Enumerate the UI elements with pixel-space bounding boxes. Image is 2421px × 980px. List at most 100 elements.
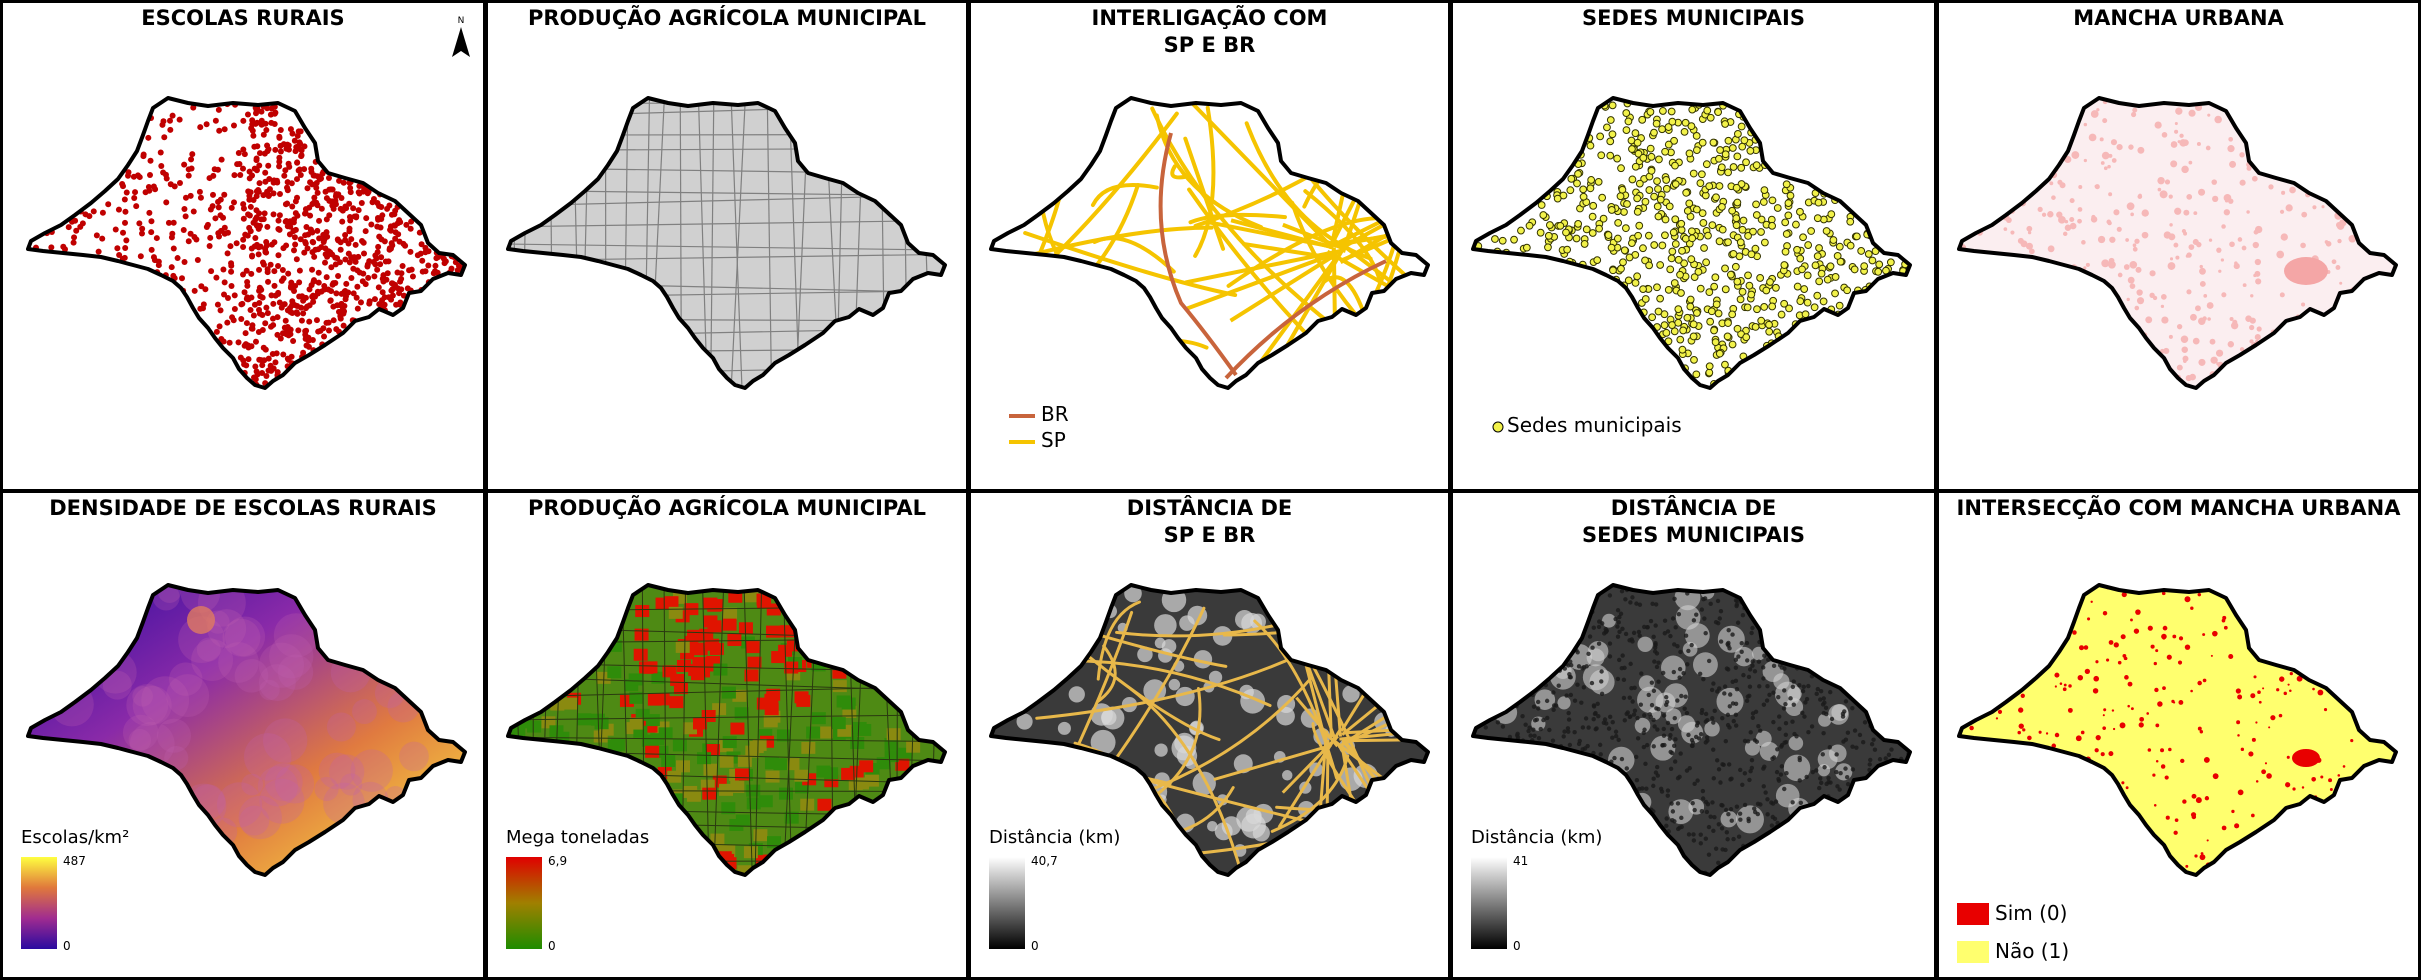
sede-point — [1627, 239, 1636, 248]
sede-point — [1835, 301, 1844, 310]
sede-point — [1728, 310, 1737, 319]
urban-patch — [2113, 209, 2120, 216]
school-point — [167, 117, 174, 124]
sede-dot — [1668, 766, 1674, 771]
urban-patch — [2196, 241, 2202, 248]
municipality-boundary — [730, 98, 746, 388]
sede-dot — [1783, 721, 1789, 726]
sede-dot — [1534, 717, 1540, 722]
school-point — [303, 223, 310, 230]
sede-point — [1698, 209, 1707, 218]
school-point — [276, 191, 283, 198]
school-point — [316, 235, 323, 242]
sede-point — [1846, 241, 1855, 250]
sede-point — [1607, 243, 1616, 252]
sede-dot — [1641, 744, 1647, 750]
sede-dot — [1711, 776, 1716, 781]
school-point — [357, 299, 364, 306]
sede-point — [1498, 236, 1507, 245]
sede-point — [1833, 252, 1842, 260]
school-point — [342, 232, 349, 239]
school-point — [265, 162, 272, 169]
urban-patch — [2160, 294, 2167, 300]
sede-dot — [1665, 788, 1671, 793]
sede-point — [1762, 286, 1771, 295]
sede-dot — [1610, 719, 1615, 725]
sede-dot — [1619, 756, 1625, 762]
school-point — [253, 222, 260, 229]
road-line — [1066, 638, 1221, 742]
school-point — [419, 257, 426, 264]
sede-point — [1559, 191, 1568, 200]
sede-point — [1732, 214, 1741, 223]
urban-patch — [2176, 323, 2183, 330]
urban-patch — [2051, 195, 2056, 200]
sede-dot — [1687, 765, 1692, 771]
distance-halo — [1057, 721, 1071, 735]
sede-point — [1647, 152, 1656, 161]
municipality-cell — [628, 673, 643, 686]
school-point — [337, 205, 344, 212]
sede-point — [1689, 169, 1698, 178]
sede-dot — [1556, 683, 1561, 688]
school-point — [262, 178, 269, 185]
school-point — [291, 302, 298, 309]
school-point — [120, 229, 127, 236]
urban-patch — [2069, 222, 2077, 230]
sede-point — [1712, 193, 1720, 202]
school-point — [146, 172, 153, 179]
school-point — [245, 188, 252, 195]
school-point — [273, 350, 280, 357]
sede-dot — [1860, 740, 1866, 745]
sede-dot — [1664, 816, 1669, 821]
school-point — [330, 303, 337, 310]
sede-point — [1706, 113, 1715, 122]
urban-patch — [2198, 188, 2206, 196]
municipality-cell — [645, 714, 660, 727]
sede-point — [1639, 153, 1648, 162]
sede-dot — [1862, 720, 1868, 725]
sede-dot — [1791, 679, 1796, 684]
school-point — [136, 220, 143, 227]
sede-point — [1729, 163, 1738, 171]
urban-cell — [2190, 689, 2193, 693]
sede-dot — [1653, 640, 1658, 646]
municipality-cell — [672, 739, 687, 752]
sede-point — [1566, 186, 1575, 195]
sede-point — [1668, 247, 1677, 256]
school-point — [372, 261, 379, 268]
map-svg — [1471, 96, 1912, 390]
municipality-cell — [722, 736, 737, 749]
school-point — [137, 253, 144, 260]
sede-dot — [1584, 664, 1589, 669]
sede-point — [1843, 286, 1852, 295]
municipality-boundary — [782, 585, 793, 875]
school-point — [284, 179, 291, 186]
urban-patch — [2301, 211, 2308, 218]
sede-dot — [1671, 743, 1677, 749]
urban-cell — [2160, 748, 2165, 753]
sede-dot — [1639, 671, 1644, 676]
sede-dot — [1607, 654, 1613, 659]
sede-point — [1718, 202, 1726, 211]
state-outline — [989, 583, 1430, 877]
urban-cell — [2168, 747, 2172, 752]
sede-dot — [1590, 645, 1595, 650]
sede-dot — [1672, 596, 1677, 602]
sede-dot — [1748, 730, 1753, 735]
school-point — [323, 319, 330, 326]
sede-dot — [1722, 691, 1727, 696]
sede-point — [1624, 117, 1633, 126]
sede-dot — [1715, 598, 1721, 604]
br-road — [1158, 132, 1238, 377]
municipality-cell — [850, 736, 865, 749]
sede-dot — [1749, 630, 1754, 636]
sede-dot — [1782, 786, 1787, 792]
urban-patch — [2132, 107, 2138, 113]
urban-cell — [1997, 709, 2003, 714]
sede-dot — [1746, 674, 1752, 680]
urban-cell — [2172, 634, 2177, 639]
sede-dot — [1536, 706, 1541, 711]
school-point — [430, 270, 437, 277]
